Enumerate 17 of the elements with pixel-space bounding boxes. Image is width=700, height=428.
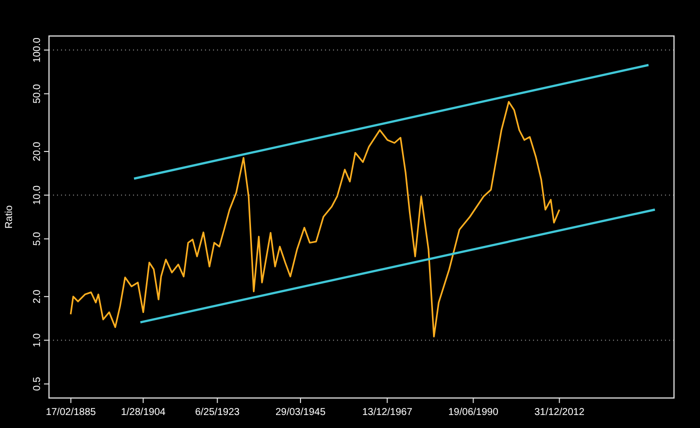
y-tick-label: 1.0 xyxy=(32,332,43,348)
line-series xyxy=(70,100,560,338)
y-tick-label: 5.0 xyxy=(32,231,43,246)
x-tick-label: 13/12/1967 xyxy=(362,407,413,418)
x-tick-label: 19/06/1990 xyxy=(448,407,499,418)
x-tick-label: 17/02/1885 xyxy=(46,407,96,418)
y-tick-label: 100.0 xyxy=(32,37,43,63)
y-tick-label: 2.0 xyxy=(32,289,43,304)
x-tick-label: 29/03/1945 xyxy=(275,407,326,418)
x-tick-label: 6/25/1923 xyxy=(195,407,240,418)
y-tick-label: 50.0 xyxy=(32,84,43,104)
y-tick-label: 10.0 xyxy=(32,184,43,205)
x-tick-label: 1/28/1904 xyxy=(120,407,166,418)
x-tick-label: 31/12/2012 xyxy=(534,407,585,418)
y-tick-label: 0.5 xyxy=(32,376,43,391)
y-axis-title: Ratio xyxy=(4,204,15,229)
y-tick-label: 20.0 xyxy=(32,141,43,162)
